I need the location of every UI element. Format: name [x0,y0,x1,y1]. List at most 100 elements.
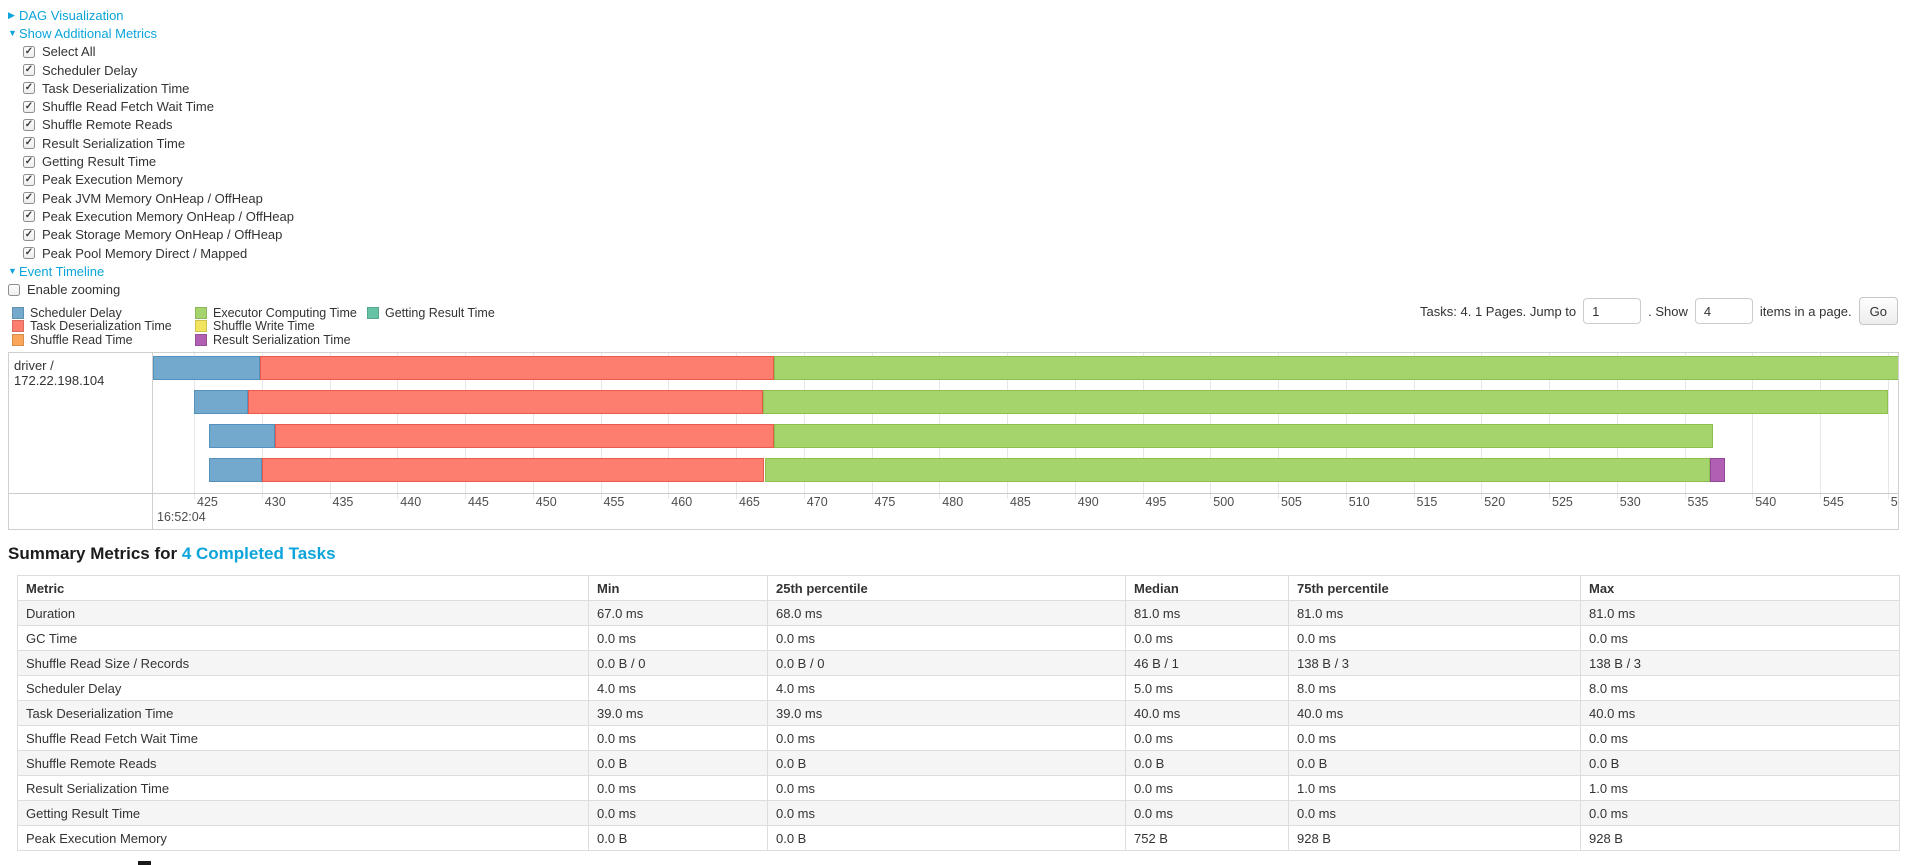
metric-value-cell: 0.0 ms [1125,800,1289,826]
task-bar-executor-computing[interactable] [764,458,1711,482]
checkbox-checked-icon[interactable] [23,118,35,131]
task-bar-task-deserialization[interactable] [275,424,774,448]
metric-value-cell: 39.0 ms [767,700,1126,726]
axis-tick-label: 460 [671,495,693,509]
metric-name-cell: Duration [17,600,589,626]
executor-computing-swatch-icon [195,306,207,319]
jump-to-page-input[interactable] [1583,298,1642,324]
metric-checkbox-row[interactable]: Result Serialization Time [8,134,294,152]
getting-result-swatch-icon [367,306,379,319]
checkbox-unchecked-icon[interactable] [8,283,20,296]
checkbox-checked-icon[interactable] [23,64,35,77]
partial-next-section [138,861,151,865]
metric-value-cell: 40.0 ms [1580,700,1900,726]
checkbox-checked-icon[interactable] [23,247,35,259]
legend-label: Result Serialization Time [213,332,351,347]
metric-checkbox-row[interactable]: Shuffle Read Fetch Wait Time [8,97,294,115]
axis-tick-label: 525 [1552,495,1573,509]
table-row: Duration 67.0 ms 68.0 ms 81.0 ms 81.0 ms 81.0… [17,600,1900,626]
axis-tick-label: 510 [1348,495,1370,509]
task-bar-executor-computing[interactable] [763,390,1888,414]
metric-value-cell: 0.0 ms [767,725,1126,751]
enable-zooming-label: Enable zooming [27,282,121,298]
table-header-metric: Metric [17,575,589,601]
metric-checkbox-row[interactable]: Task Deserialization Time [8,79,294,97]
checkbox-checked-icon[interactable] [23,173,35,186]
metric-checkbox-label: Shuffle Remote Reads [42,117,173,133]
metric-value-cell: 1.0 ms [1580,775,1900,801]
metric-value-cell: 138 B / 3 [1580,650,1900,676]
table-row: GC Time 0.0 ms 0.0 ms 0.0 ms 0.0 ms 0.0 ms [17,625,1900,651]
legend-label: Scheduler Delay [30,305,122,320]
task-bar-executor-computing[interactable] [773,424,1713,448]
axis-tick-label: 450 [535,495,557,509]
items-per-page-input[interactable] [1694,298,1753,324]
axis-tick-label: 495 [1145,495,1167,509]
checkbox-checked-icon[interactable] [23,155,35,168]
checkbox-checked-icon[interactable] [23,45,35,58]
enable-zooming-row[interactable]: Enable zooming [8,280,294,298]
task-bar-scheduler-delay[interactable] [208,458,262,482]
task-bar-task-deserialization[interactable] [248,390,764,414]
metric-checkbox-row[interactable]: Peak JVM Memory OnHeap / OffHeap [8,189,294,207]
metric-value-cell: 928 B [1288,825,1581,851]
pagination-show-text: . Show [1648,303,1688,319]
dag-visualization-toggle[interactable]: ▶ DAG Visualization [8,6,294,24]
axis-gridline [1820,353,1821,499]
event-timeline-label: Event Timeline [19,263,105,279]
metric-value-cell: 0.0 B [1288,750,1581,776]
axis-tick-label: 465 [739,495,760,509]
show-additional-metrics-label: Show Additional Metrics [19,25,158,41]
task-bar-executor-computing[interactable] [773,356,1898,380]
metric-checkbox-row[interactable]: Peak Pool Memory Direct / Mapped [8,244,294,262]
legend-label: Executor Computing Time [213,305,357,320]
task-bar-task-deserialization[interactable] [261,458,765,482]
metric-value-cell: 68.0 ms [767,600,1126,626]
legend-item: Getting Result Time [367,306,495,320]
metric-checkbox-label: Scheduler Delay [42,62,138,78]
checkbox-checked-icon[interactable] [23,210,35,223]
task-bar-scheduler-delay[interactable] [153,356,261,380]
legend-label: Shuffle Write Time [213,319,315,334]
table-row: Scheduler Delay 4.0 ms 4.0 ms 5.0 ms 8.0 ms 8… [17,675,1900,701]
metric-name-cell: GC Time [17,625,589,651]
metric-checkbox-row[interactable]: Peak Storage Memory OnHeap / OffHeap [8,226,294,244]
show-additional-metrics-toggle[interactable]: ▼ Show Additional Metrics [8,24,294,42]
metric-checkbox-row[interactable]: Select All [8,43,294,61]
event-timeline-toggle[interactable]: ▼ Event Timeline [8,262,294,280]
checkbox-checked-icon[interactable] [23,228,35,241]
completed-tasks-link[interactable]: 4 Completed Tasks [181,544,336,563]
task-deserialization-swatch-icon [12,320,24,333]
metric-checkbox-label: Peak Storage Memory OnHeap / OffHeap [42,227,283,243]
metric-value-cell: 0.0 ms [767,800,1126,826]
task-bar-scheduler-delay[interactable] [194,390,249,414]
triangle-down-icon: ▼ [8,266,17,277]
metric-checkbox-row[interactable]: Shuffle Remote Reads [8,116,294,134]
summary-metrics-table: Metric Min 25th percentile Median 75th perce… [17,575,1900,851]
task-bar-result-serialization[interactable] [1710,458,1726,482]
checkbox-checked-icon[interactable] [23,137,35,150]
axis-tick-label: 530 [1619,495,1641,509]
metric-checkbox-row[interactable]: Getting Result Time [8,152,294,170]
go-button[interactable]: Go [1858,297,1898,325]
task-bar-task-deserialization[interactable] [260,356,774,380]
axis-gridline [1752,353,1754,499]
checkbox-checked-icon[interactable] [23,100,35,113]
legend-item: Shuffle Read Time [12,333,172,347]
metric-value-cell: 0.0 B / 0 [588,650,768,676]
metric-value-cell: 39.0 ms [588,700,768,726]
axis-gridline [1887,353,1889,499]
metric-checkbox-row[interactable]: Peak Execution Memory OnHeap / OffHeap [8,207,294,225]
task-bar-scheduler-delay[interactable] [208,424,276,448]
metric-checkbox-row[interactable]: Peak Execution Memory [8,171,294,189]
checkbox-checked-icon[interactable] [23,192,35,205]
metric-checkbox-row[interactable]: Scheduler Delay [8,61,294,79]
table-header-median: Median [1125,575,1289,601]
timeline-plot[interactable]: 16:52:04 425 430 435 440 445 450 455 460 465 470 4… [153,353,1898,529]
summary-metrics-title: Summary Metrics for 4 Completed Tasks [8,544,336,564]
checkbox-checked-icon[interactable] [23,82,35,95]
table-row: Peak Execution Memory 0.0 B 0.0 B 752 B 928 … [17,825,1900,851]
shuffle-read-swatch-icon [12,333,24,346]
legend-label: Shuffle Read Time [30,332,133,347]
metric-value-cell: 0.0 ms [1580,800,1900,826]
